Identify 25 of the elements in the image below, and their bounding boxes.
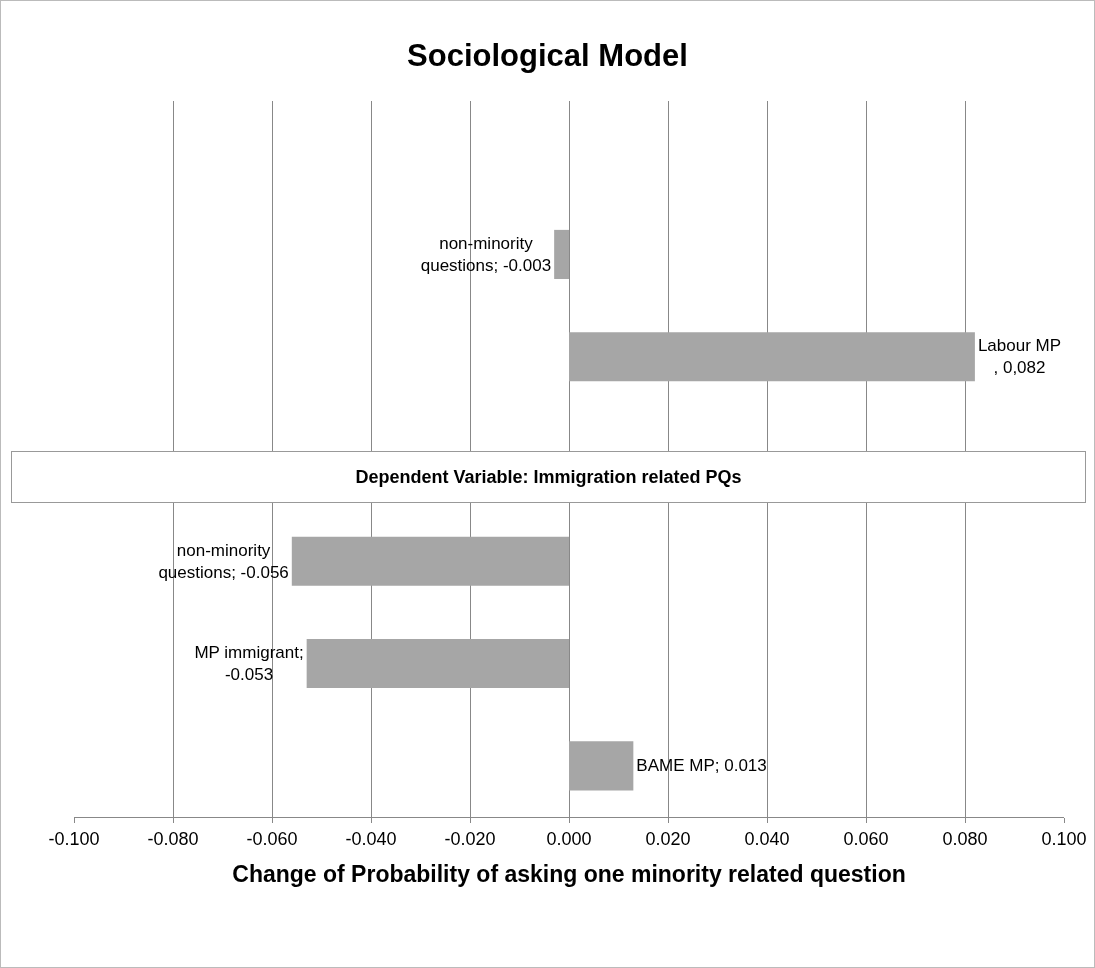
annotation: Dependent Variable: Immigration related PQs — [355, 466, 742, 488]
x-tick-label: 0.020 — [645, 828, 691, 849]
bar — [554, 229, 569, 279]
data-label: MP immigrant; -0.053 — [194, 643, 304, 685]
x-tick-label: 0.040 — [744, 828, 790, 849]
bar — [291, 536, 569, 586]
x-tick-label: 0.080 — [942, 828, 988, 849]
data-label: non-minority questions; -0.003 — [420, 233, 552, 275]
x-tick-label: 0.100 — [1041, 828, 1087, 849]
x-tick-label: -0.020 — [444, 828, 496, 849]
data-label: Labour MP , 0,082 — [977, 336, 1062, 378]
x-tick-label: -0.080 — [147, 828, 199, 849]
bar — [306, 639, 569, 689]
x-tick-label: 0.060 — [843, 828, 889, 849]
x-tick-label: -0.060 — [246, 828, 298, 849]
bar — [569, 741, 634, 791]
x-tick-label: -0.100 — [48, 828, 100, 849]
data-label: BAME MP; 0.013 — [636, 756, 767, 776]
text-box: Dependent Variable: Immigration related PQs — [11, 451, 1086, 503]
chart-title: Sociological Model — [407, 38, 688, 74]
bar — [569, 332, 975, 382]
x-tick-label: 0.000 — [546, 828, 592, 849]
x-axis-title: Change of Probability of asking one minority related question — [232, 861, 906, 888]
data-label: non-minority questions; -0.056 — [158, 540, 289, 582]
x-tick-label: -0.040 — [345, 828, 397, 849]
